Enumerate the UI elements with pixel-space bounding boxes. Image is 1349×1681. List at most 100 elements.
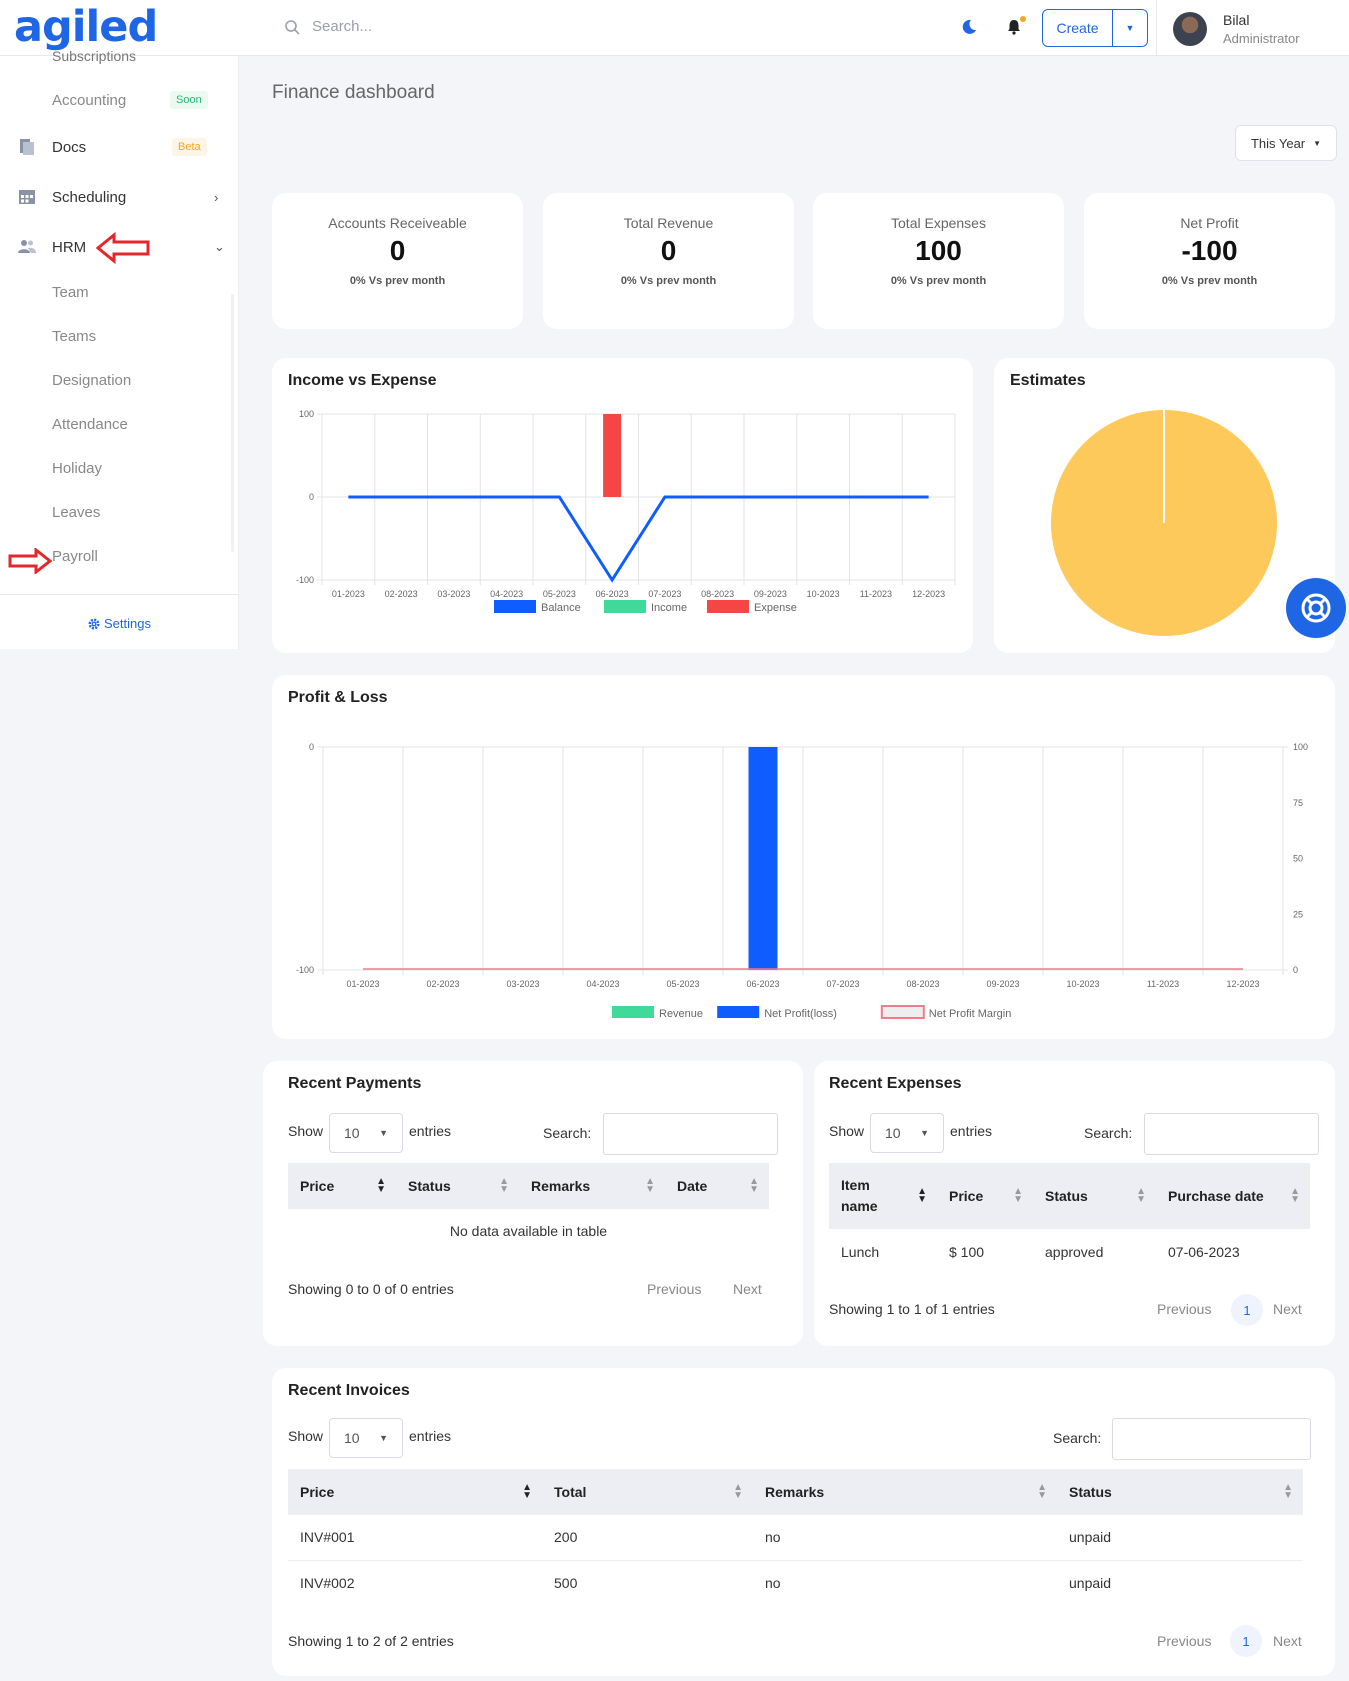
- column-header-purchase-date[interactable]: Purchase date ▲ ▼: [1156, 1163, 1310, 1229]
- sidebar-item-scheduling[interactable]: Scheduling ›: [0, 182, 239, 212]
- x-tick-label: 08-2023: [701, 589, 734, 599]
- kpi-value: 100: [915, 235, 962, 266]
- empty-table-message: No data available in table: [449, 1223, 608, 1239]
- column-header-price[interactable]: Price ▲ ▼: [288, 1469, 542, 1515]
- column-label: Price: [300, 1178, 335, 1194]
- cell-price: $ 100: [949, 1244, 985, 1260]
- sidebar-item-attendance[interactable]: Attendance: [0, 409, 239, 439]
- next-button[interactable]: Next: [1273, 1633, 1302, 1649]
- caret-down-icon: ▼: [1313, 138, 1322, 148]
- row-divider: [288, 1560, 1303, 1561]
- kpi-label: Total Expenses: [891, 215, 986, 231]
- previous-button[interactable]: Previous: [1157, 1633, 1212, 1649]
- global-search[interactable]: Search...: [284, 18, 372, 35]
- column-label: Status: [408, 1178, 451, 1194]
- cell-status: approved: [1045, 1244, 1104, 1260]
- page-size-select[interactable]: 10 ▼: [870, 1113, 944, 1153]
- table-info: Showing 0 to 0 of 0 entries: [288, 1281, 454, 1297]
- column-label: Price: [300, 1484, 335, 1500]
- gear-icon: [88, 618, 100, 629]
- lifebuoy-icon: [1301, 593, 1331, 623]
- column-header-status[interactable]: Status ▲ ▼: [396, 1163, 519, 1209]
- previous-button[interactable]: Previous: [647, 1281, 702, 1297]
- column-header-status[interactable]: Status ▲ ▼: [1033, 1163, 1156, 1229]
- sort-icon: ▲ ▼: [1290, 1186, 1300, 1205]
- column-header-date[interactable]: Date ▲ ▼: [665, 1163, 769, 1209]
- user-name[interactable]: Bilal: [1223, 12, 1250, 28]
- legend-label: Income: [651, 602, 687, 614]
- recent-invoices-card: Recent Invoices Show 10 ▼ entries Search:…: [272, 1368, 1335, 1676]
- legend-label: Net Profit Margin: [929, 1008, 1012, 1020]
- period-select[interactable]: This Year ▼: [1235, 125, 1337, 161]
- column-header-price[interactable]: Price ▲ ▼: [937, 1163, 1033, 1229]
- table-search-input[interactable]: [1144, 1113, 1319, 1155]
- x-tick-label: 01-2023: [346, 979, 379, 989]
- section-title: Recent Invoices: [288, 1382, 410, 1399]
- sidebar-item-docs[interactable]: Docs Beta: [0, 132, 239, 162]
- kpi-change: 0% Vs prev month: [349, 275, 446, 287]
- agiled-logo[interactable]: agiled: [14, 2, 158, 52]
- page-size-value[interactable]: 10: [344, 1125, 360, 1141]
- column-header-remarks[interactable]: Remarks ▲ ▼: [519, 1163, 665, 1209]
- sidebar-item-accounting[interactable]: Accounting Soon: [0, 85, 239, 115]
- y-tick-label: -100: [296, 575, 314, 585]
- previous-button[interactable]: Previous: [1157, 1301, 1212, 1317]
- x-tick-label: 04-2023: [490, 589, 523, 599]
- help-button[interactable]: [1286, 578, 1346, 638]
- avatar[interactable]: [1173, 12, 1207, 46]
- show-label: Show: [288, 1428, 324, 1444]
- column-header-total[interactable]: Total ▲ ▼: [542, 1469, 753, 1515]
- column-header-remarks[interactable]: Remarks ▲ ▼: [753, 1469, 1057, 1515]
- create-label[interactable]: Create: [1043, 10, 1113, 46]
- page-size-value[interactable]: 10: [344, 1430, 360, 1446]
- page-1-button[interactable]: 1: [1231, 1294, 1263, 1326]
- create-button[interactable]: Create ▼: [1042, 9, 1148, 47]
- kpi-value: 0: [660, 235, 677, 266]
- chart-title: Income vs Expense: [288, 372, 437, 389]
- column-header-price[interactable]: Price ▲ ▼: [288, 1163, 396, 1209]
- settings-label[interactable]: Settings: [104, 616, 151, 631]
- x-tick-label: 01-2023: [332, 589, 365, 599]
- table-search-input[interactable]: [603, 1113, 778, 1155]
- legend-label: Expense: [754, 602, 797, 614]
- sort-icon: ▲ ▼: [499, 1176, 509, 1195]
- sort-icon: ▲ ▼: [1136, 1186, 1146, 1205]
- sidebar-item-team[interactable]: Team: [0, 277, 239, 307]
- legend-swatch: [604, 600, 646, 613]
- search-icon: [285, 19, 300, 35]
- moon-icon[interactable]: [960, 18, 978, 36]
- page-size-select[interactable]: 10 ▼: [329, 1113, 403, 1153]
- cell-item-name: Lunch: [841, 1244, 880, 1260]
- settings-link[interactable]: Settings: [88, 616, 151, 631]
- x-tick-label: 02-2023: [385, 589, 418, 599]
- sidebar-item-designation[interactable]: Designation: [0, 365, 239, 395]
- x-tick-label: 04-2023: [586, 979, 619, 989]
- search-placeholder[interactable]: Search...: [312, 18, 373, 35]
- legend-label: Revenue: [659, 1008, 703, 1020]
- sidebar-item-label: Docs: [52, 138, 87, 156]
- page-1-button[interactable]: 1: [1230, 1625, 1262, 1657]
- sidebar-item-holiday[interactable]: Holiday: [0, 453, 239, 483]
- caret-down-icon[interactable]: ▼: [1125, 23, 1135, 33]
- next-button[interactable]: Next: [1273, 1301, 1302, 1317]
- sidebar-item-subscriptions[interactable]: Subscriptions: [52, 48, 137, 64]
- sidebar-scrollbar[interactable]: [231, 294, 234, 552]
- sidebar-item-payroll[interactable]: Payroll: [0, 541, 239, 571]
- column-header-item-name[interactable]: Item name ▲ ▼: [829, 1163, 937, 1229]
- soon-badge: Soon: [170, 91, 208, 109]
- bar-net-profit: [748, 747, 778, 970]
- table-search-input[interactable]: [1112, 1418, 1311, 1460]
- kpi-value: -100: [1181, 235, 1238, 266]
- bell-icon[interactable]: [1005, 18, 1023, 36]
- sidebar-item-teams[interactable]: Teams: [0, 321, 239, 351]
- legend-swatch: [494, 600, 536, 613]
- page-size-select[interactable]: 10 ▼: [329, 1418, 403, 1458]
- sidebar-item-leaves[interactable]: Leaves: [0, 497, 239, 527]
- next-button[interactable]: Next: [733, 1281, 762, 1297]
- sort-icon: ▲ ▼: [645, 1176, 655, 1195]
- period-label[interactable]: This Year: [1250, 135, 1306, 151]
- page-size-value[interactable]: 10: [885, 1125, 901, 1141]
- column-header-status[interactable]: Status ▲ ▼: [1057, 1469, 1303, 1515]
- sidebar-item-hrm[interactable]: HRM ⌄: [0, 232, 239, 262]
- x-tick-label: 10-2023: [807, 589, 840, 599]
